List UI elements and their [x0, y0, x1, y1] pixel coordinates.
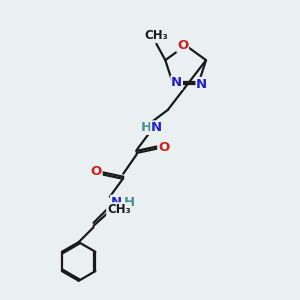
Text: N: N: [111, 196, 122, 208]
Text: CH₃: CH₃: [107, 203, 131, 216]
Text: N: N: [171, 76, 182, 89]
Text: H: H: [124, 196, 135, 208]
Text: O: O: [91, 165, 102, 178]
Text: CH₃: CH₃: [145, 29, 168, 42]
Text: H: H: [141, 121, 152, 134]
Text: O: O: [177, 39, 188, 52]
Text: O: O: [158, 141, 169, 154]
Text: N: N: [151, 121, 162, 134]
Text: N: N: [196, 78, 207, 91]
